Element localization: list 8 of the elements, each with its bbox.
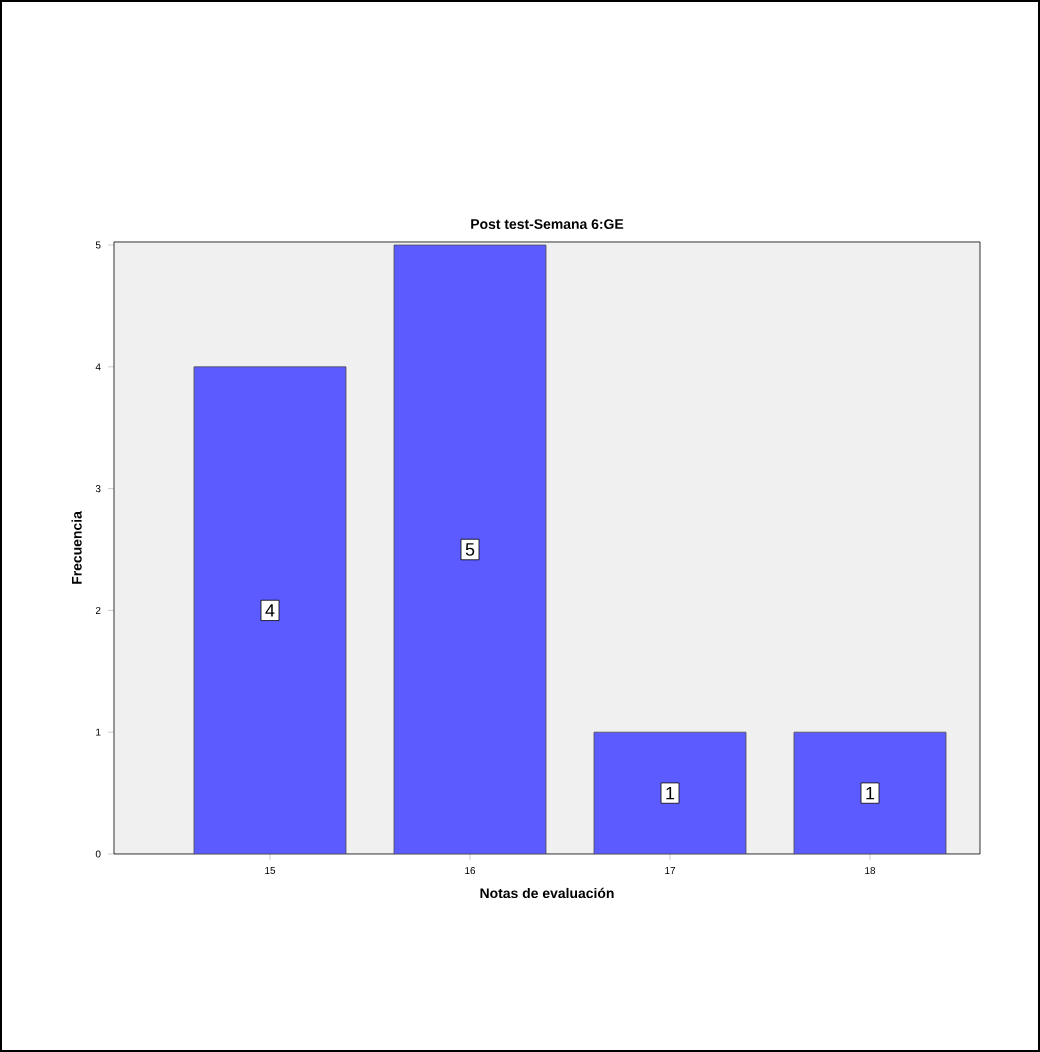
data-label: 1 xyxy=(666,786,675,800)
bar xyxy=(393,244,547,854)
data-label: 1 xyxy=(866,786,875,800)
bar xyxy=(194,366,346,854)
bar xyxy=(793,731,947,854)
bar xyxy=(593,731,747,854)
data-label: 4 xyxy=(265,604,275,617)
data-label: 5 xyxy=(465,543,475,556)
